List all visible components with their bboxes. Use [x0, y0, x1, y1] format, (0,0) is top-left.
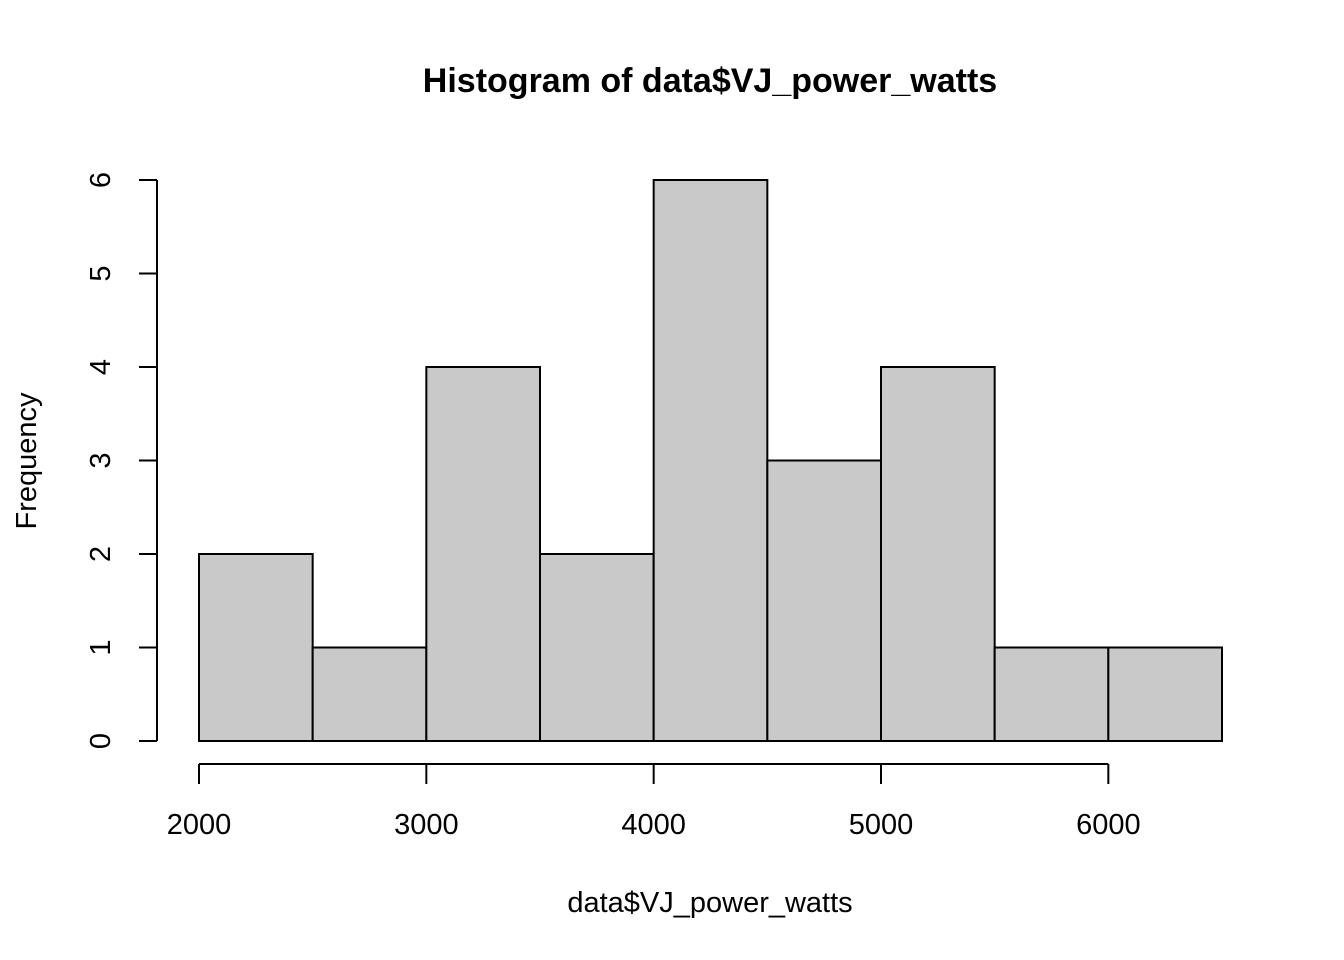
histogram-bar-7: [993, 646, 1110, 742]
histogram-bar-0: [198, 553, 314, 742]
histogram-bar-3: [539, 553, 655, 742]
y-tick-label-4: 4: [85, 359, 117, 375]
x-axis-label: data$VJ_power_watts: [567, 887, 852, 919]
y-axis: 0 1 2 3 4 5 6: [85, 172, 158, 749]
y-axis-label: Frequency: [11, 392, 43, 530]
x-tick-label-0: 2000: [167, 809, 232, 841]
x-tick-label-1: 3000: [394, 809, 459, 841]
x-tick-label-2: 4000: [621, 809, 686, 841]
x-axis: 2000 3000 4000 5000 6000: [167, 763, 1141, 841]
y-tick-label-6: 6: [85, 172, 117, 188]
histogram-bar-4: [652, 179, 769, 742]
x-tick-label-3: 5000: [849, 809, 914, 841]
histogram-bar-2: [425, 366, 542, 742]
y-tick-label-2: 2: [85, 546, 117, 562]
histogram-bar-6: [880, 366, 996, 742]
histogram-bar-5: [766, 459, 882, 742]
histogram-bar-1: [311, 646, 428, 742]
histogram-bar-8: [1107, 646, 1224, 742]
y-tick-label-5: 5: [85, 265, 117, 281]
y-tick-label-3: 3: [85, 452, 117, 468]
bars-group: [198, 179, 1224, 742]
y-tick-label-0: 0: [85, 733, 117, 749]
x-tick-label-4: 6000: [1076, 809, 1141, 841]
y-tick-label-1: 1: [85, 639, 117, 655]
chart-title: Histogram of data$VJ_power_watts: [423, 62, 997, 100]
